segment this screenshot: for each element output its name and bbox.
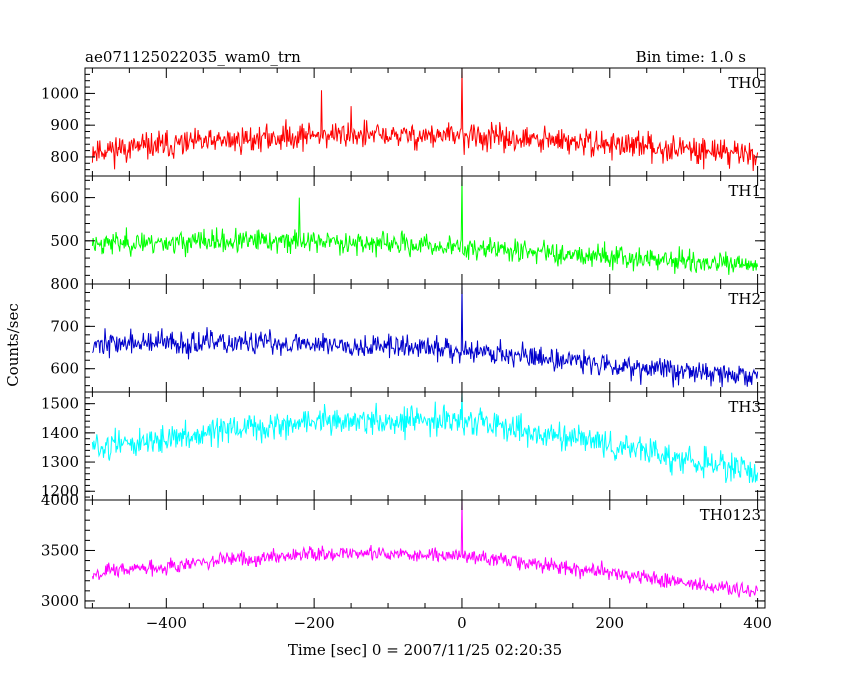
panel-name-label: TH0 [728,74,761,92]
series-line-th3 [91,392,759,484]
figure-title: ae071125022035_wam0_trn [85,48,301,66]
panel-name-label: TH1 [728,182,761,200]
panel-frame [84,175,766,285]
y-tick-label: 800 [50,275,79,293]
y-tick-label: 600 [50,189,79,207]
y-tick-label: 700 [50,317,79,335]
panel-th0: 800 900 1000 TH0 [41,67,766,177]
panel-name-label: TH2 [728,290,761,308]
series-line-th0123 [91,500,759,598]
bin-time-label: Bin time: 1.0 s [636,48,746,66]
y-tick-label: 1500 [41,395,79,413]
x-axis-label: Time [sec] 0 = 2007/11/25 02:20:35 [288,641,562,659]
y-tick-label: 1300 [41,453,79,471]
y-axis-label: Counts/sec [4,303,22,387]
panel-name-label: TH0123 [700,506,761,524]
panel-th0123: 3000 3500 4000 TH0123 −400 −200 0 200 400 [41,491,772,632]
y-tick-label: 1400 [41,424,79,442]
x-tick-label: 400 [743,614,772,632]
y-tick-label: 600 [50,360,79,378]
y-tick-label: 3500 [41,541,79,559]
y-tick-label: 800 [50,148,79,166]
x-tick-label: 200 [595,614,624,632]
y-tick-label: 3000 [41,592,79,610]
y-tick-label: 1200 [41,482,79,500]
x-tick-label: 0 [457,614,467,632]
y-tick-label: 1000 [41,84,79,102]
series-line-th1 [91,176,759,275]
panel-frame [84,499,766,609]
series-line-th0 [91,68,759,172]
x-tick-label: −400 [146,614,187,632]
panel-name-label: TH3 [728,398,761,416]
x-tick-label: −200 [294,614,335,632]
panel-frame [84,391,766,501]
y-tick-label: 4000 [41,491,79,509]
y-tick-label: 500 [50,232,79,250]
panel-th3: 1200 1300 1400 1500 TH3 [41,391,766,501]
panel-th2: 600 700 800 TH2 [50,275,766,393]
panels-group: 800 900 1000 TH0 500 600 TH1 600 700 800 TH2 1200 13… [41,67,772,632]
y-tick-label: 900 [50,116,79,134]
series-line-th2 [92,284,759,388]
panel-th1: 500 600 TH1 [50,175,766,285]
panel-frame [84,283,766,393]
